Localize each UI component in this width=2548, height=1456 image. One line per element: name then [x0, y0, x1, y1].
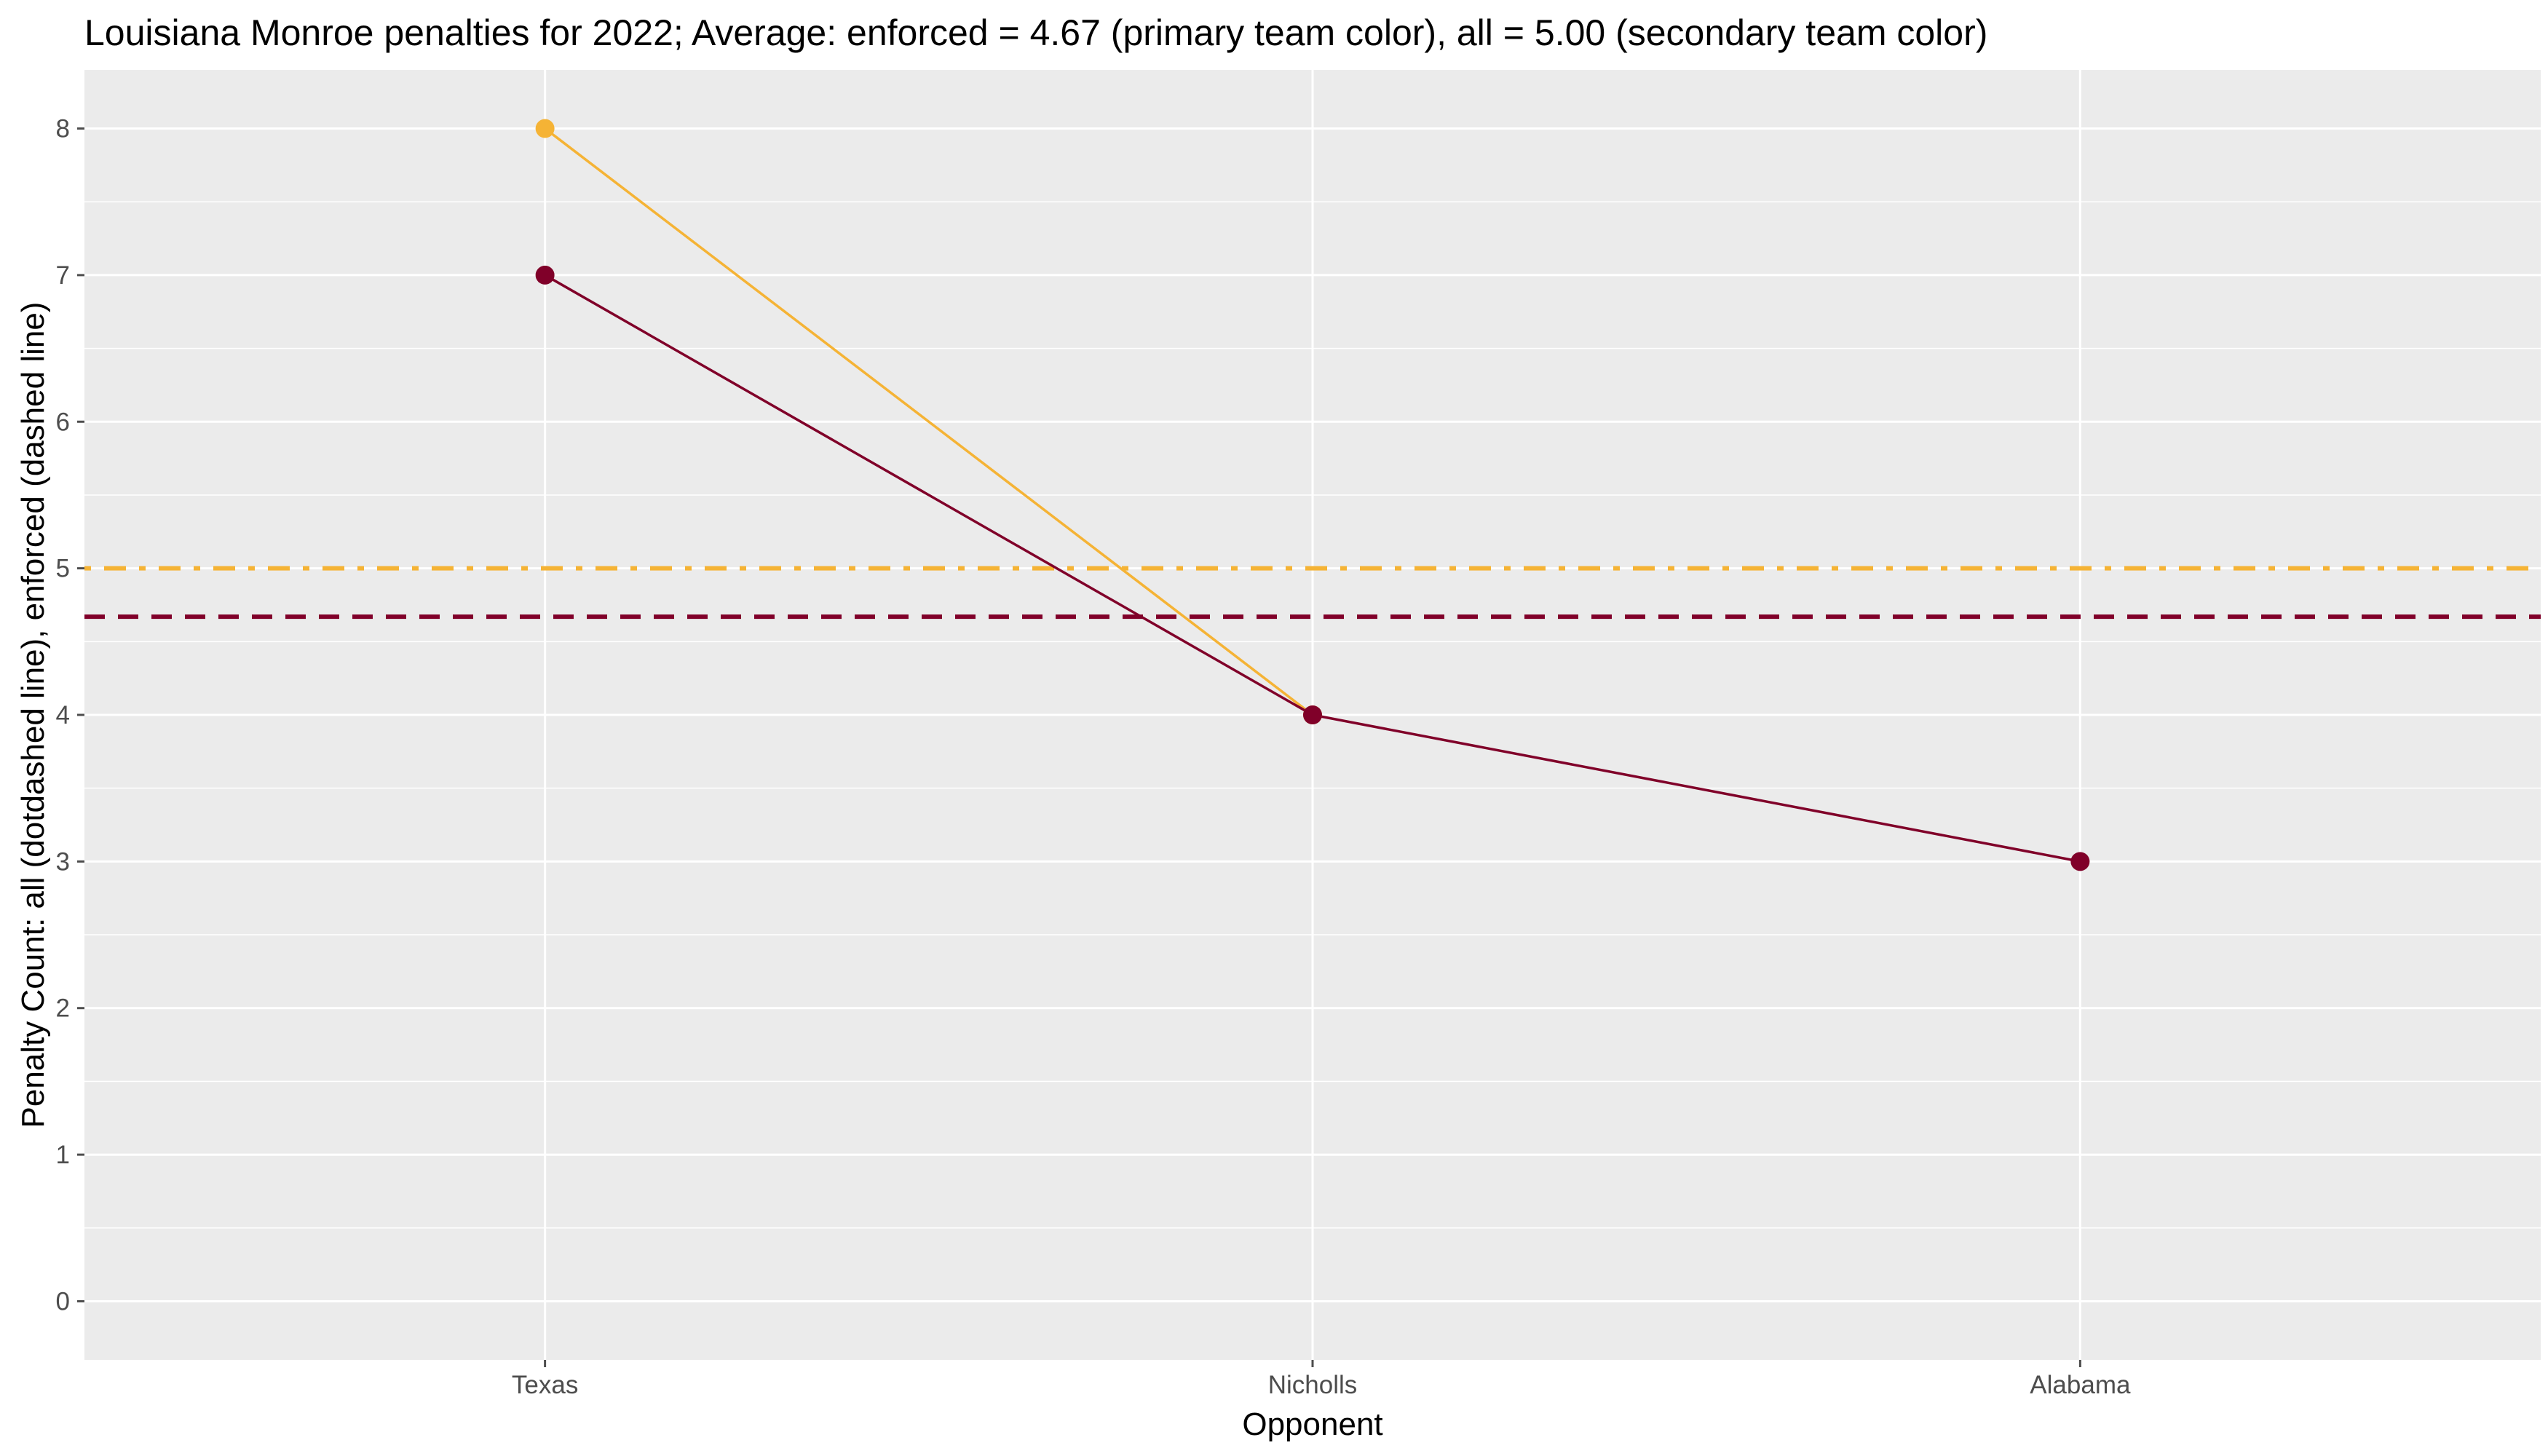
all-point-texas — [535, 119, 555, 138]
series-lines — [535, 119, 2090, 871]
y-tick-label: 7 — [56, 261, 70, 290]
x-tick-label: Nicholls — [1268, 1371, 1358, 1399]
y-tick-label: 4 — [56, 701, 70, 729]
average-lines — [84, 566, 2541, 620]
y-tick-label: 3 — [56, 847, 70, 876]
y-tick-label: 1 — [56, 1141, 70, 1169]
y-axis-title: Penalty Count: all (dotdashed line), enf… — [15, 302, 51, 1128]
axis-ticks: 0 1 2 3 4 5 6 7 8 Texas Nicholls Alabama — [56, 115, 2131, 1399]
y-tick-label: 2 — [56, 994, 70, 1023]
y-tick-label: 6 — [56, 408, 70, 436]
all-series-line — [544, 127, 1314, 716]
y-tick-label: 5 — [56, 555, 70, 583]
y-tick-label: 8 — [56, 115, 70, 143]
chart-title: Louisiana Monroe penalties for 2022; Ave… — [84, 12, 1987, 53]
y-tick-label: 0 — [56, 1287, 70, 1315]
x-tick-label: Alabama — [2030, 1371, 2131, 1399]
x-tick-label: Texas — [512, 1371, 578, 1399]
enforced-point-nicholls — [1303, 705, 1322, 724]
enforced-point-alabama — [2070, 852, 2090, 871]
enforced-point-texas — [535, 265, 555, 285]
x-axis-title: Opponent — [1242, 1406, 1382, 1442]
